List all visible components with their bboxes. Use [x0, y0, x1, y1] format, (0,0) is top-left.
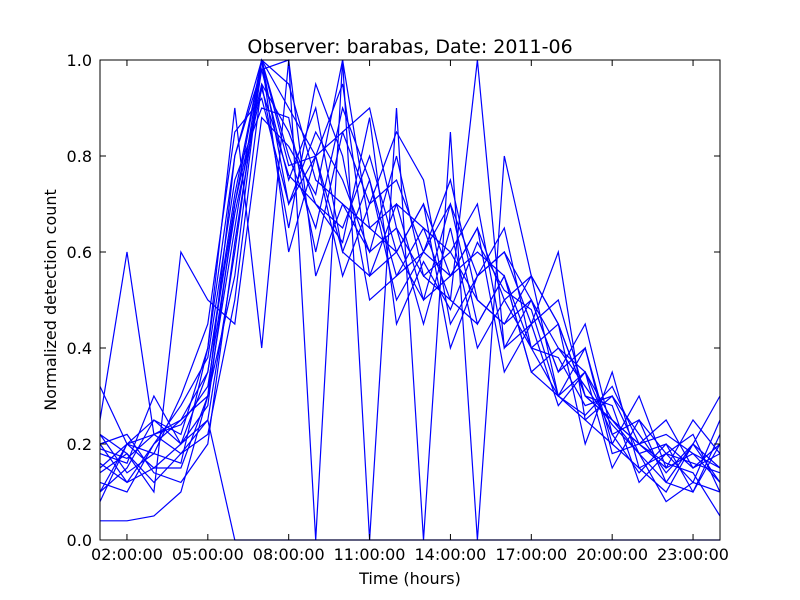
y-tick-label: 0.4	[67, 339, 92, 358]
series-line-4	[99, 59, 721, 493]
x-tick-label: 08:00:00	[253, 545, 325, 564]
x-axis-label: Time (hours)	[358, 569, 461, 588]
series-line-13	[99, 59, 721, 484]
x-tick-label: 05:00:00	[172, 545, 244, 564]
series-line-11	[100, 59, 721, 522]
plot-frame	[99, 59, 721, 541]
series-line-16	[99, 86, 721, 517]
y-tick-label: 1.0	[67, 51, 92, 70]
series-line-12	[99, 59, 721, 494]
x-tick-label: 02:00:00	[91, 545, 163, 564]
y-tick-label: 0.8	[67, 147, 92, 166]
y-axis-ticks: 0.0 0.2 0.4 0.6 0.8 1.0	[67, 51, 720, 550]
x-tick-label: 11:00:00	[334, 545, 406, 564]
y-tick-label: 0.2	[67, 435, 92, 454]
series-line-5	[99, 97, 721, 502]
x-tick-label: 14:00:00	[415, 545, 487, 564]
y-tick-label: 0.0	[67, 531, 92, 550]
x-tick-label: 17:00:00	[495, 545, 567, 564]
series-line-15	[99, 59, 721, 541]
x-axis-ticks: 02:00:00 05:00:00 08:00:00 11:00:00 14:00:00…	[91, 60, 729, 564]
y-tick-label: 0.6	[67, 243, 92, 262]
x-tick-label: 23:00:00	[657, 545, 729, 564]
x-tick-label: 20:00:00	[576, 545, 648, 564]
y-axis-label: Normalized detection count	[41, 189, 60, 411]
chart-title: Observer: barabas, Date: 2011-06	[247, 36, 572, 58]
